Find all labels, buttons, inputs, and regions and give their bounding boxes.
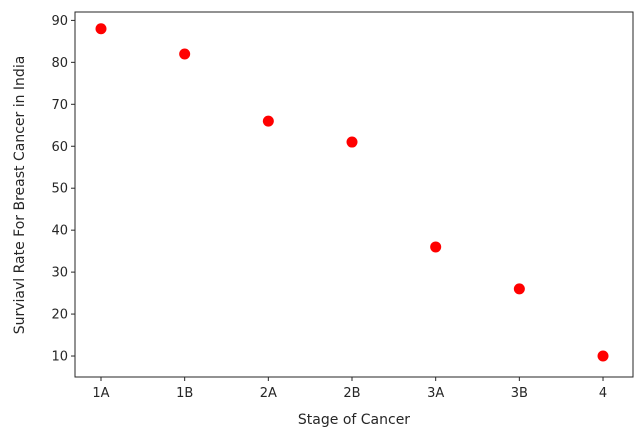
- y-tick-label: 70: [51, 98, 68, 113]
- data-point-1a: [95, 23, 107, 35]
- data-points: [95, 23, 609, 362]
- y-tick-label: 20: [51, 308, 68, 323]
- y-tick-label: 80: [51, 56, 68, 71]
- x-tick-label: 4: [599, 386, 607, 401]
- y-tick-label: 50: [51, 182, 68, 197]
- x-tick-label: 2A: [260, 386, 277, 401]
- data-point-4: [597, 350, 609, 362]
- data-point-2a: [262, 115, 274, 127]
- x-tick-label: 3B: [511, 386, 528, 401]
- data-point-1b: [179, 48, 191, 60]
- x-axis: 1A 1B 2A 2B 3A 3B 4: [92, 377, 607, 401]
- y-tick-label: 90: [51, 14, 68, 29]
- y-tick-label: 60: [51, 140, 68, 155]
- data-point-2b: [346, 136, 358, 148]
- y-axis: 10 20 30 40 50 60 70 80 90: [51, 14, 75, 365]
- x-axis-label: Stage of Cancer: [298, 412, 410, 428]
- x-tick-label: 3A: [427, 386, 444, 401]
- y-axis-label: Surviavl Rate For Breast Cancer in India: [12, 56, 28, 335]
- data-point-3b: [513, 283, 525, 295]
- x-tick-label: 1A: [92, 386, 109, 401]
- plot-frame: [74, 11, 634, 378]
- y-tick-label: 10: [51, 350, 68, 365]
- x-tick-label: 2B: [343, 386, 360, 401]
- y-tick-label: 40: [51, 224, 68, 239]
- data-point-3a: [430, 241, 442, 253]
- x-tick-label: 1B: [176, 386, 193, 401]
- y-tick-label: 30: [51, 266, 68, 281]
